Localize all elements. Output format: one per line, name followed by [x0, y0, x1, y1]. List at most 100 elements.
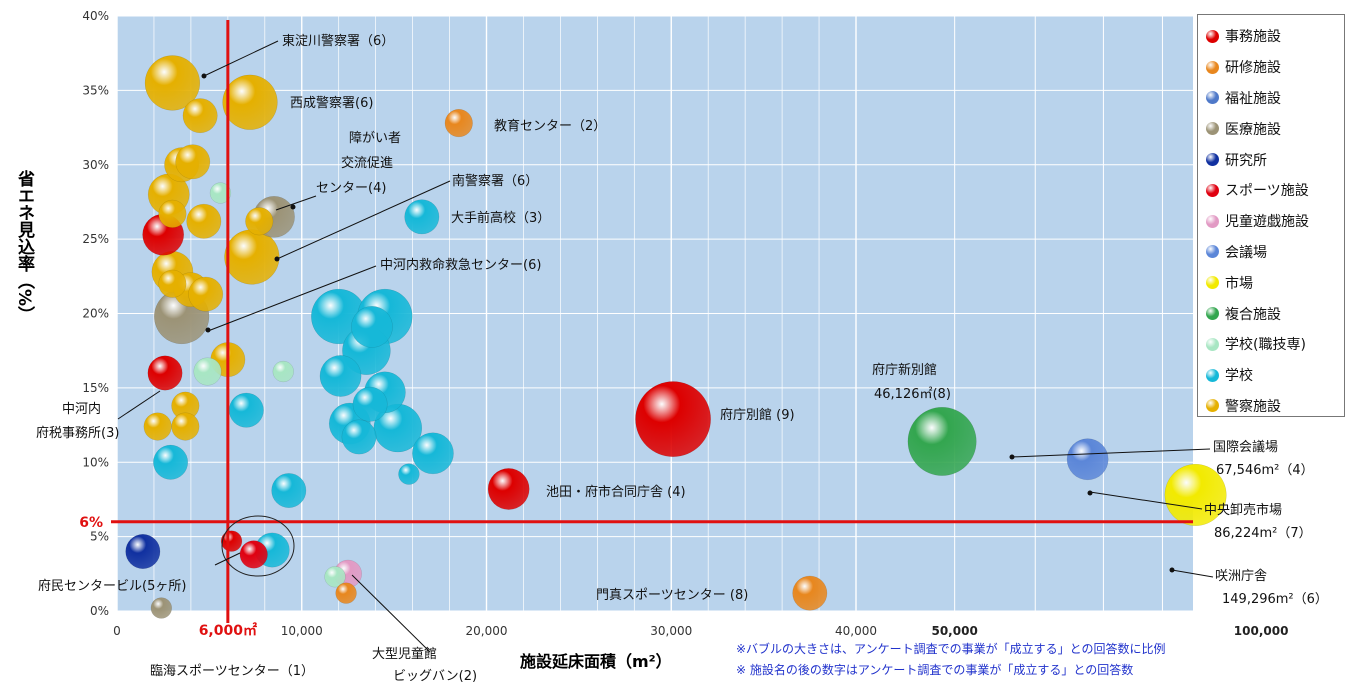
x-tick-label: 50,000	[931, 624, 977, 638]
annotation-label: センター(4)	[316, 181, 386, 196]
annotation-label: 府庁新別館	[872, 362, 937, 378]
bubble	[351, 306, 393, 348]
legend-label: 医療施設	[1225, 121, 1281, 138]
legend-item: 事務施設	[1206, 21, 1344, 52]
legend-item: 福祉施設	[1206, 83, 1344, 114]
annotation-label: 大型児童館	[372, 646, 437, 662]
y-tick-label: 15%	[82, 381, 109, 395]
legend-label: 市場	[1225, 275, 1253, 292]
bubble	[158, 199, 187, 228]
annotation-label: 149,296m²（6）	[1222, 592, 1328, 607]
bubble	[224, 229, 280, 285]
annotation-label: 中河内	[62, 401, 101, 417]
annotation-label: 府民センタービル(5ヶ所)	[38, 579, 186, 594]
annotation-label: ビッグバン(2)	[393, 669, 477, 684]
bubble	[125, 534, 161, 569]
bubble	[792, 575, 828, 611]
y-tick-label: 10%	[82, 455, 109, 469]
annotation-label: 86,224m²（7）	[1214, 526, 1312, 541]
bubble	[412, 432, 454, 475]
annotation-label: 門真スポーツセンター (8)	[596, 588, 748, 603]
leader-line	[275, 195, 317, 211]
legend-label: 事務施設	[1225, 29, 1281, 46]
annotation-label: 府庁別館 (9)	[720, 408, 795, 423]
legend-item: 警察施設	[1206, 391, 1344, 422]
annotation-label: 障がい者	[349, 131, 401, 146]
leader-dot	[274, 256, 280, 262]
legend-item: 学校	[1206, 360, 1344, 391]
leader-dot	[290, 204, 296, 210]
bubble	[352, 386, 388, 422]
leader-dot	[1169, 567, 1175, 573]
x-tick-label: 100,000	[1234, 624, 1289, 638]
legend-marker	[1206, 183, 1219, 197]
legend-marker	[1206, 60, 1219, 74]
legend-item: 会議場	[1206, 237, 1344, 268]
bubble	[635, 381, 711, 457]
bubble	[271, 473, 307, 508]
x-tick-label: 40,000	[835, 624, 877, 638]
bubble	[335, 582, 357, 604]
leader-line	[1011, 448, 1211, 458]
x-axis-title: 施設延床面積（m²）	[520, 652, 672, 671]
bubble	[186, 203, 222, 239]
bubble	[341, 419, 377, 455]
bubble	[228, 392, 264, 428]
y-tick-label: 0%	[90, 604, 109, 618]
legend-label: スポーツ施設	[1225, 183, 1309, 200]
legend-item: 学校(職技専)	[1206, 329, 1344, 360]
annotation-label: 南警察署（6）	[452, 173, 538, 189]
bubble	[220, 530, 243, 552]
legend-label: 会議場	[1225, 244, 1267, 261]
annotation-label: 西成警察署(6)	[290, 95, 373, 111]
legend-marker	[1206, 337, 1219, 351]
legend-label: 警察施設	[1225, 398, 1281, 415]
annotation-label: 臨海スポーツセンター（1）	[150, 664, 314, 679]
legend-label: 研修施設	[1225, 60, 1281, 77]
y-tick-label: 35%	[82, 83, 109, 97]
legend-label: 学校(職技専)	[1225, 337, 1306, 354]
legend-label: 複合施設	[1225, 306, 1281, 323]
annotation-label: 池田・府市合同庁舎 (4)	[546, 484, 686, 500]
x-tick-label: 30,000	[650, 624, 692, 638]
y-axis-title: 省エネ見込率（%）	[14, 170, 34, 324]
bubble	[147, 355, 183, 391]
annotation-label: 東淀川警察署（6）	[282, 33, 394, 49]
cluster-highlight	[221, 515, 295, 577]
bubble	[1066, 438, 1109, 481]
threshold-y-label: 6%	[79, 515, 103, 531]
bubble	[193, 357, 222, 386]
bubble	[404, 199, 440, 235]
bubble	[222, 74, 278, 130]
bubble	[324, 566, 346, 588]
threshold-x-label: 6,000㎡	[199, 622, 257, 639]
legend-label: 福祉施設	[1225, 90, 1281, 107]
legend: 事務施設研修施設福祉施設医療施設研究所スポーツ施設 児童遊戯施設 会議場市場複合施設…	[1197, 14, 1345, 417]
legend-label: 研究所	[1225, 152, 1267, 169]
bubble	[444, 109, 473, 138]
bubble	[209, 182, 232, 204]
bubble	[171, 412, 200, 441]
legend-marker	[1206, 29, 1219, 43]
leader-line	[214, 552, 241, 566]
legend-marker	[1206, 245, 1219, 259]
x-tick-label: 0	[113, 624, 121, 638]
legend-marker	[1206, 153, 1219, 167]
legend-item: 医療施設	[1206, 113, 1344, 144]
legend-label: 児童遊戯施設	[1225, 214, 1309, 231]
leader-line	[207, 265, 377, 332]
legend-marker	[1206, 307, 1219, 321]
x-tick-label: 20,000	[466, 624, 508, 638]
legend-marker	[1206, 399, 1219, 413]
legend-marker	[1206, 91, 1219, 105]
leader-line	[117, 390, 161, 420]
bubble	[907, 406, 977, 476]
annotation-label: 国際会議場	[1213, 440, 1278, 455]
annotation-label: 46,126㎡(8)	[874, 387, 951, 402]
legend-marker	[1206, 368, 1219, 382]
annotation-label: 中央卸売市場	[1204, 502, 1282, 518]
bubble	[144, 55, 201, 111]
bubble	[319, 355, 362, 397]
y-tick-label: 20%	[82, 307, 109, 321]
